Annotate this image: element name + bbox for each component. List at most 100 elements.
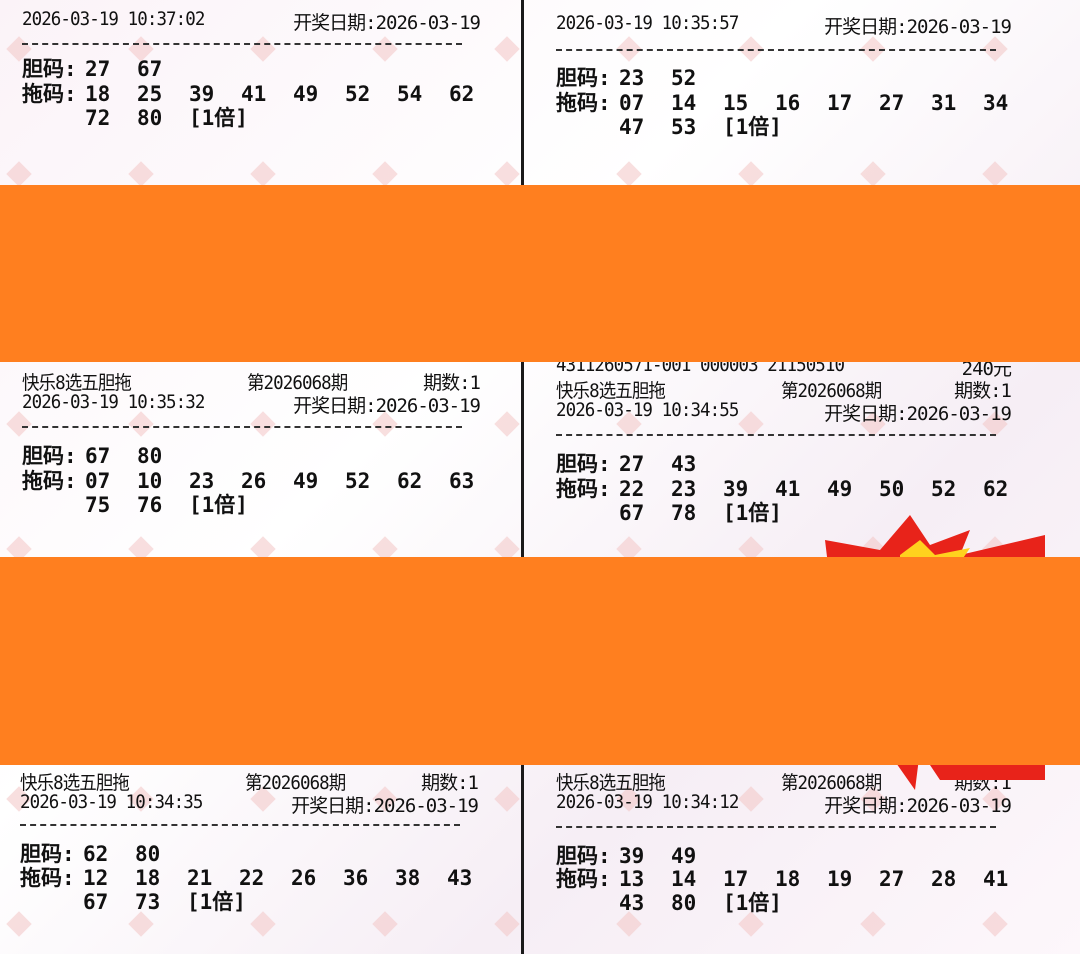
- game-name: 快乐8选五胆拖: [22, 372, 132, 394]
- periods: 期数:1: [421, 772, 479, 794]
- ticket-amount: 240元: [961, 358, 1012, 380]
- tuo-label: 拖码:: [22, 469, 77, 493]
- tuo-number: 10: [137, 469, 163, 493]
- tuo-number: 54: [397, 82, 423, 106]
- dan-row: 胆码: 39 49: [556, 840, 723, 870]
- dan-number: 67: [137, 57, 163, 81]
- ticket-time: 2026-03-19 10:34:35: [20, 791, 203, 813]
- watermark-logo: [494, 911, 520, 937]
- column-divider: [521, 0, 524, 954]
- tuo-label: 拖码:: [556, 477, 611, 501]
- multiple: [1倍]: [189, 493, 248, 517]
- dan-label: 胆码:: [20, 842, 75, 866]
- tuo-number: 07: [85, 469, 111, 493]
- tuo-number: 14: [671, 91, 697, 115]
- draw-date: 开奖日期:2026-03-19: [824, 16, 1012, 38]
- ticket-time: 2026-03-19 10:35:57: [556, 12, 739, 34]
- tuo-row: 拖码: 12 18 21 22 26 36 38 43: [20, 862, 499, 892]
- draw-date: 开奖日期:2026-03-19: [824, 795, 1012, 817]
- tuo-number: 49: [827, 477, 853, 501]
- watermark-logo: [6, 161, 32, 187]
- tuo-number: 34: [983, 91, 1009, 115]
- dan-number: 43: [671, 452, 697, 476]
- tuo-number: 52: [345, 469, 371, 493]
- tuo-number: 72: [85, 106, 111, 130]
- watermark-logo: [738, 161, 764, 187]
- tuo-number: 36: [343, 866, 369, 890]
- tuo-row: 拖码: 07 14 15 16 17 27 31 34: [556, 87, 1035, 117]
- multiple: [1倍]: [723, 891, 782, 915]
- watermark-logo: [494, 161, 520, 187]
- issue-number: 第2026068期: [781, 772, 882, 794]
- watermark-logo: [128, 161, 154, 187]
- dan-number: 62: [83, 842, 109, 866]
- tuo-number: 25: [137, 82, 163, 106]
- tuo-number: 67: [83, 890, 109, 914]
- dashed-separator: [22, 426, 462, 428]
- watermark-logo: [494, 786, 520, 812]
- dan-row: 胆码: 27 67: [22, 53, 189, 83]
- dashed-separator: [20, 824, 460, 826]
- tuo-number: 39: [723, 477, 749, 501]
- dan-number: 27: [619, 452, 645, 476]
- game-name: 快乐8选五胆拖: [556, 380, 666, 402]
- tuo-label: 拖码:: [22, 82, 77, 106]
- watermark-logo: [616, 161, 642, 187]
- tuo-number: 80: [137, 106, 163, 130]
- ticket-time: 2026-03-19 10:34:55: [556, 399, 739, 421]
- tuo-number: 19: [827, 867, 853, 891]
- tuo-label: 拖码:: [556, 867, 611, 891]
- tuo-number: 63: [449, 469, 475, 493]
- tuo-number: 21: [187, 866, 213, 890]
- periods: 期数:1: [954, 380, 1012, 402]
- tuo-number: 26: [291, 866, 317, 890]
- tuo-number: 39: [189, 82, 215, 106]
- dan-number: 27: [85, 57, 111, 81]
- dan-number: 49: [671, 844, 697, 868]
- multiple: [1倍]: [723, 115, 782, 139]
- tuo-row-continued: 43 80 [1倍]: [556, 887, 782, 917]
- tuo-number: 53: [671, 115, 697, 139]
- tuo-row-continued: 47 53 [1倍]: [556, 111, 782, 141]
- tuo-row-continued: 72 80 [1倍]: [22, 102, 248, 132]
- tuo-row-continued: 75 76 [1倍]: [22, 489, 248, 519]
- dashed-separator: [556, 434, 996, 436]
- tuo-row: 拖码: 18 25 39 41 49 52 54 62: [22, 78, 501, 108]
- ticket-time: 2026-03-19 10:37:02: [22, 8, 205, 30]
- tuo-number: 62: [397, 469, 423, 493]
- tuo-number: 18: [135, 866, 161, 890]
- tuo-number: 38: [395, 866, 421, 890]
- tuo-number: 31: [931, 91, 957, 115]
- issue-number: 第2026068期: [247, 372, 348, 394]
- dan-number: 23: [619, 66, 645, 90]
- tuo-label: 拖码:: [20, 866, 75, 890]
- tuo-number: 43: [447, 866, 473, 890]
- tuo-number: 14: [671, 867, 697, 891]
- tuo-number: 49: [293, 469, 319, 493]
- tuo-number: 76: [137, 493, 163, 517]
- dan-number: 67: [85, 444, 111, 468]
- dan-number: 80: [137, 444, 163, 468]
- tuo-number: 80: [671, 891, 697, 915]
- watermark-logo: [372, 161, 398, 187]
- tuo-number: 52: [931, 477, 957, 501]
- tuo-number: 17: [723, 867, 749, 891]
- draw-date: 开奖日期:2026-03-19: [824, 403, 1012, 425]
- dan-label: 胆码:: [556, 452, 611, 476]
- dan-row: 胆码: 27 43: [556, 448, 723, 478]
- tuo-row-continued: 67 78 [1倍]: [556, 497, 782, 527]
- dan-number: 52: [671, 66, 697, 90]
- multiple: [1倍]: [723, 501, 782, 525]
- ticket-time: 2026-03-19 10:34:12: [556, 791, 739, 813]
- dan-row: 胆码: 62 80: [20, 838, 187, 868]
- dan-number: 39: [619, 844, 645, 868]
- tuo-row: 拖码: 13 14 17 18 19 27 28 41: [556, 863, 1035, 893]
- watermark-logo: [860, 161, 886, 187]
- tuo-number: 12: [83, 866, 109, 890]
- ticket-time: 2026-03-19 10:35:32: [22, 391, 205, 413]
- redaction-bar: [0, 185, 1080, 362]
- tuo-number: 52: [345, 82, 371, 106]
- dan-number: 80: [135, 842, 161, 866]
- tuo-number: 17: [827, 91, 853, 115]
- dan-label: 胆码:: [556, 66, 611, 90]
